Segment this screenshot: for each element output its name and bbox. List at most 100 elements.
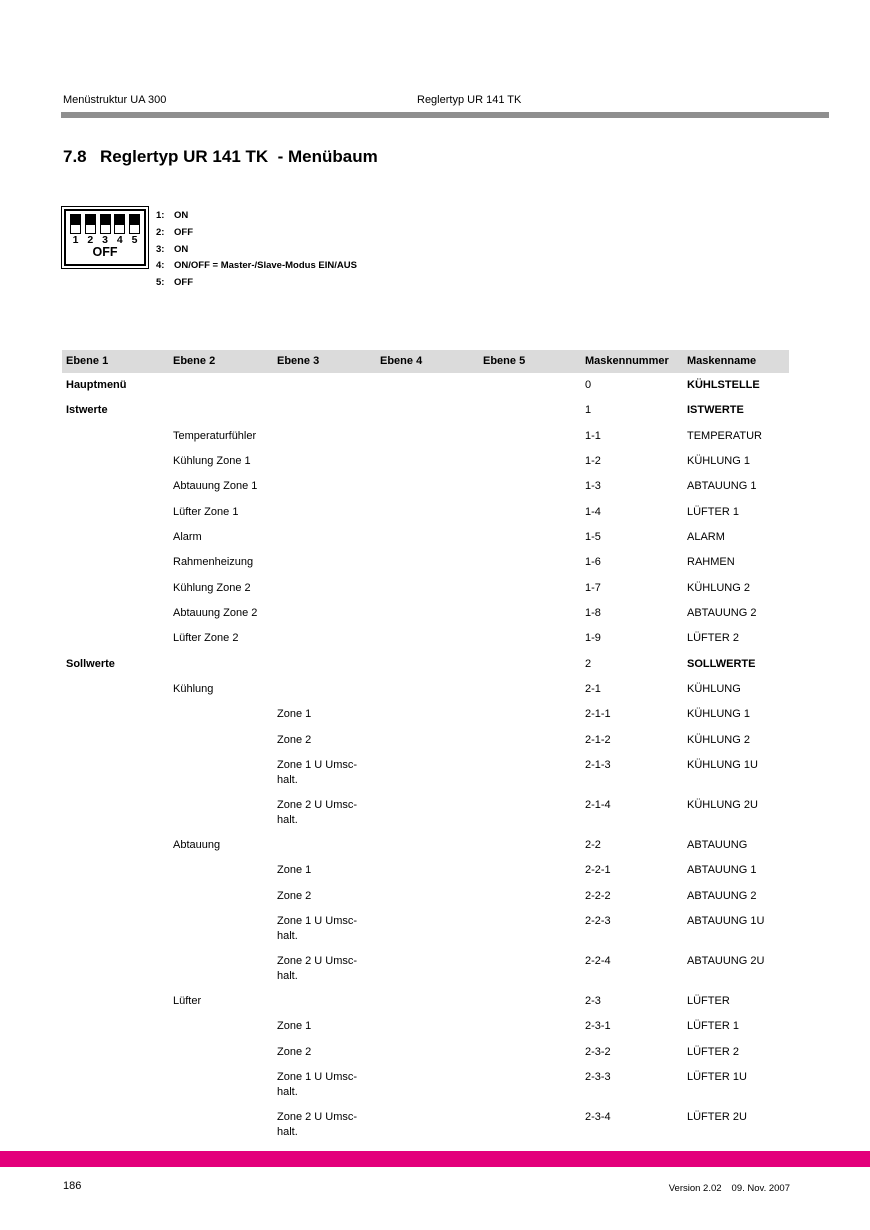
dip-switch-handle <box>85 215 95 225</box>
maskennummer-cell: 2-2-3 <box>585 914 611 927</box>
dip-switch-lever <box>99 214 111 234</box>
maskennummer-cell: 2 <box>585 657 592 670</box>
ebene3-cell: Zone 2 <box>277 1045 312 1058</box>
dip-legend-item: 4: ON/OFF = Master-/Slave-Modus EIN/AUS <box>156 260 357 277</box>
maskennummer-cell: 2-2-4 <box>585 954 611 967</box>
maskenname-cell: KÜHLSTELLE <box>687 379 760 391</box>
maskenname-cell: LÜFTER <box>687 994 730 1007</box>
section-title: Reglertyp UR 141 TK - Menübaum <box>100 147 378 166</box>
dip-legend-item: 5: OFF <box>156 277 357 294</box>
maskennummer-cell: 1-1 <box>585 429 601 442</box>
maskenname-cell: KÜHLUNG 2 <box>687 733 750 746</box>
dip-legend-value: ON <box>174 243 189 255</box>
maskenname-cell: ALARM <box>687 530 725 543</box>
footer-accent-bar <box>0 1151 870 1167</box>
ebene3-cell: Zone 2 U Umsc- halt. <box>277 1110 358 1138</box>
ebene3-cell: Zone 1 <box>277 864 312 877</box>
dip-legend-value: ON/OFF = Master-/Slave-Modus EIN/AUS <box>174 260 357 272</box>
dip-legend-number: 5: <box>156 277 165 289</box>
dip-switch-lever <box>129 214 140 234</box>
dip-switch-number: 2 <box>87 234 94 246</box>
ebene1-cell: Istwerte <box>66 404 108 417</box>
table-row: Temperaturfühler 1-1 TEMPERATUR <box>0 429 870 454</box>
section-heading: 7.8 Reglertyp UR 141 TK - Menübaum <box>63 147 378 167</box>
ebene2-cell: Abtauung <box>173 838 221 851</box>
ebene1-cell: Hauptmenü <box>66 379 127 391</box>
maskenname-cell: ISTWERTE <box>687 404 744 417</box>
table-row: Zone 2 U Umsc- halt. 2-3-4 LÜFTER 2U <box>0 1110 870 1150</box>
maskenname-cell: KÜHLUNG 1 <box>687 454 750 467</box>
header-rule <box>61 112 829 118</box>
maskennummer-cell: 2-2 <box>585 838 601 851</box>
maskenname-cell: KÜHLUNG 2U <box>687 798 758 811</box>
dip-switch-levers <box>70 214 140 234</box>
dip-legend-item: 2: OFF <box>156 227 357 244</box>
maskennummer-cell: 2-3-3 <box>585 1070 611 1083</box>
ebene1-cell: Sollwerte <box>66 657 115 670</box>
table-row: Zone 1 U Umsc- halt. 2-2-3 ABTAUUNG 1U <box>0 914 870 954</box>
version-text: Version 2.02 09. Nov. 2007 <box>669 1183 790 1194</box>
maskennummer-cell: 1 <box>585 404 592 417</box>
table-header-cell: Ebene 4 <box>380 355 423 367</box>
maskennummer-cell: 2-3-4 <box>585 1110 611 1123</box>
maskennummer-cell: 1-8 <box>585 606 601 619</box>
table-row: Lüfter Zone 1 1-4 LÜFTER 1 <box>0 505 870 530</box>
maskenname-cell: ABTAUUNG 2 <box>687 889 757 902</box>
maskenname-cell: KÜHLUNG 2 <box>687 581 750 594</box>
dip-legend-number: 1: <box>156 210 165 221</box>
ebene3-cell: Zone 2 U Umsc- halt. <box>277 954 358 982</box>
ebene2-cell: Kühlung <box>173 682 214 695</box>
dip-switch-lever <box>114 214 126 234</box>
table-row: Zone 1 2-1-1 KÜHLUNG 1 <box>0 707 870 732</box>
ebene3-cell: Zone 1 U Umsc- halt. <box>277 914 358 942</box>
maskennummer-cell: 2-1 <box>585 682 601 695</box>
maskennummer-cell: 1-3 <box>585 480 601 493</box>
ebene3-cell: Zone 2 U Umsc- halt. <box>277 798 358 826</box>
maskennummer-cell: 2-1-1 <box>585 708 611 721</box>
maskennummer-cell: 1-2 <box>585 454 601 467</box>
maskennummer-cell: 1-7 <box>585 581 601 594</box>
page-number: 186 <box>63 1180 82 1192</box>
maskennummer-cell: 0 <box>585 379 592 391</box>
ebene2-cell: Abtauung Zone 1 <box>173 480 258 493</box>
table-row: Lüfter 2-3 LÜFTER <box>0 994 870 1019</box>
table-header-cell: Ebene 1 <box>66 355 109 367</box>
table-header-cell: Ebene 3 <box>277 355 320 367</box>
maskenname-cell: ABTAUUNG <box>687 838 748 851</box>
table-row: Istwerte 1 ISTWERTE <box>0 403 870 428</box>
dip-switch-number: 5 <box>131 234 138 246</box>
dip-switch-lever <box>70 214 81 234</box>
table-row: Zone 1 U Umsc- halt. 2-1-3 KÜHLUNG 1U <box>0 758 870 798</box>
table-row: Zone 2 2-3-2 LÜFTER 2 <box>0 1045 870 1070</box>
dip-switch-handle <box>71 215 80 225</box>
dip-legend-item: 1: ON <box>156 210 357 227</box>
dip-legend-number: 2: <box>156 226 165 238</box>
maskenname-cell: TEMPERATUR <box>687 429 762 442</box>
maskennummer-cell: 2-2-2 <box>585 889 611 902</box>
maskennummer-cell: 2-3-1 <box>585 1020 611 1033</box>
ebene2-cell: Lüfter <box>173 994 202 1007</box>
maskenname-cell: ABTAUUNG 1 <box>687 864 757 877</box>
maskenname-cell: SOLLWERTE <box>687 657 756 670</box>
dip-legend-value: OFF <box>174 226 193 238</box>
ebene3-cell: Zone 1 U Umsc- halt. <box>277 1070 358 1098</box>
maskennummer-cell: 2-1-3 <box>585 758 611 771</box>
maskennummer-cell: 2-3-2 <box>585 1045 611 1058</box>
dip-legend-value: ON <box>174 210 189 221</box>
maskennummer-cell: 1-9 <box>585 632 601 645</box>
ebene2-cell: Lüfter Zone 2 <box>173 632 239 645</box>
table-row: Kühlung 2-1 KÜHLUNG <box>0 682 870 707</box>
ebene3-cell: Zone 1 U Umsc- halt. <box>277 758 358 786</box>
table-row: Sollwerte 2 SOLLWERTE <box>0 657 870 682</box>
ebene2-cell: Kühlung Zone 1 <box>173 454 251 467</box>
maskennummer-cell: 2-3 <box>585 994 601 1007</box>
table-row: Abtauung 2-2 ABTAUUNG <box>0 838 870 863</box>
table-header-cell: Maskennummer <box>585 355 669 367</box>
dip-legend-item: 3: ON <box>156 244 357 261</box>
maskennummer-cell: 1-5 <box>585 530 601 543</box>
table-header-cell: Ebene 5 <box>483 355 526 367</box>
section-number: 7.8 <box>63 147 87 166</box>
